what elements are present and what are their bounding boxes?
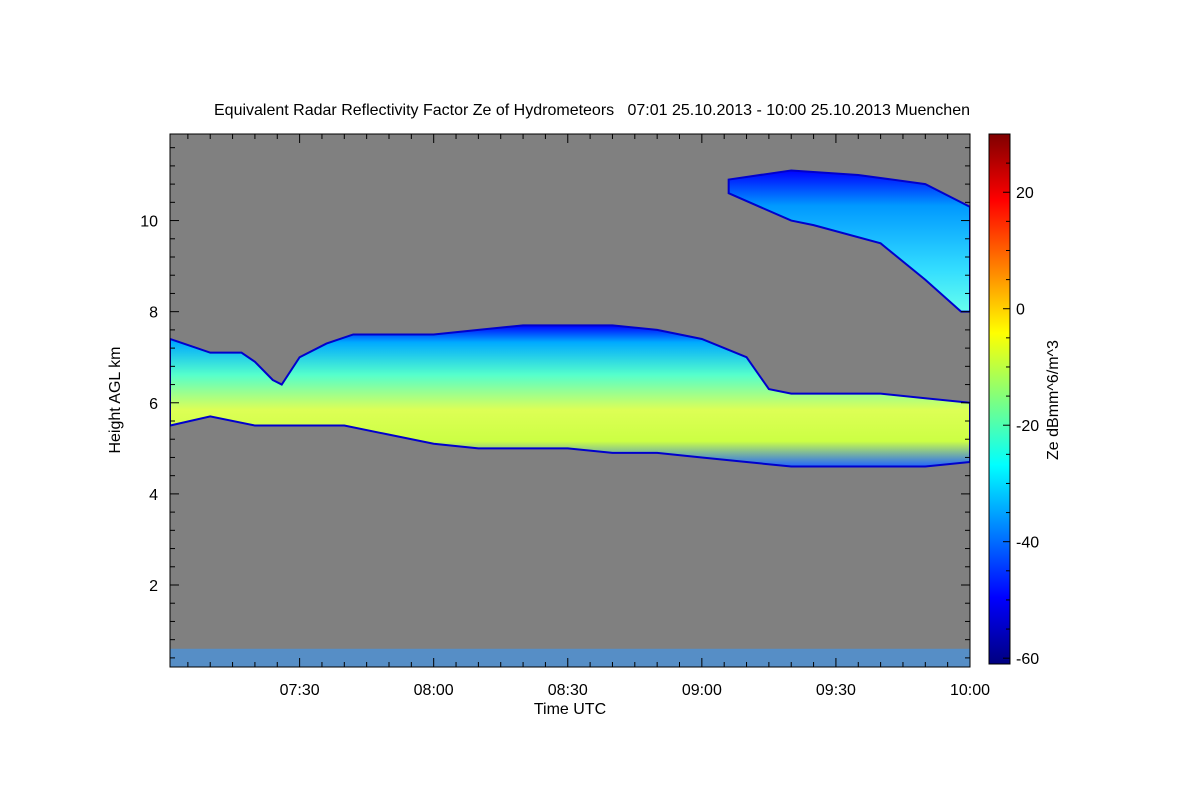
colorbar-tick-label: -20 [1016,418,1039,435]
colorbar-tick-label: 0 [1016,302,1025,319]
x-tick-label: 09:00 [682,682,722,699]
colorbar [988,133,1011,665]
y-tick-label: 6 [149,396,158,413]
colorbar-axis: 20 0 -20 -40 -60 [1003,133,1039,668]
colorbar-tick-label: -40 [1016,535,1039,552]
chart-title: Equivalent Radar Reflectivity Factor Ze … [214,102,970,119]
y-axis: 2 4 6 8 10 [140,147,970,659]
x-axis-label: Time UTC [534,701,606,718]
colorbar-tick-label: -60 [1016,651,1039,668]
y-tick-label: 10 [140,214,158,231]
x-axis: 07:30 08:00 08:30 09:00 09:30 10:00 [187,134,990,699]
y-axis-label: Height AGL km [107,346,124,453]
x-tick-label: 09:30 [816,682,856,699]
x-tick-label: 08:00 [414,682,454,699]
x-tick-label: 08:30 [548,682,588,699]
y-tick-label: 2 [149,578,158,595]
y-tick-label: 8 [149,305,158,322]
colorbar-label: Ze dBmm^6/m^3 [1045,340,1062,460]
main-layer-echo [170,324,970,468]
x-tick-label: 07:30 [280,682,320,699]
x-tick-label: 10:00 [950,682,990,699]
plot-frame [169,133,971,668]
colorbar-tick-label: 20 [1016,185,1034,202]
reflectivity-field [170,169,970,667]
y-tick-label: 4 [149,487,158,504]
ground-clutter [170,648,970,667]
